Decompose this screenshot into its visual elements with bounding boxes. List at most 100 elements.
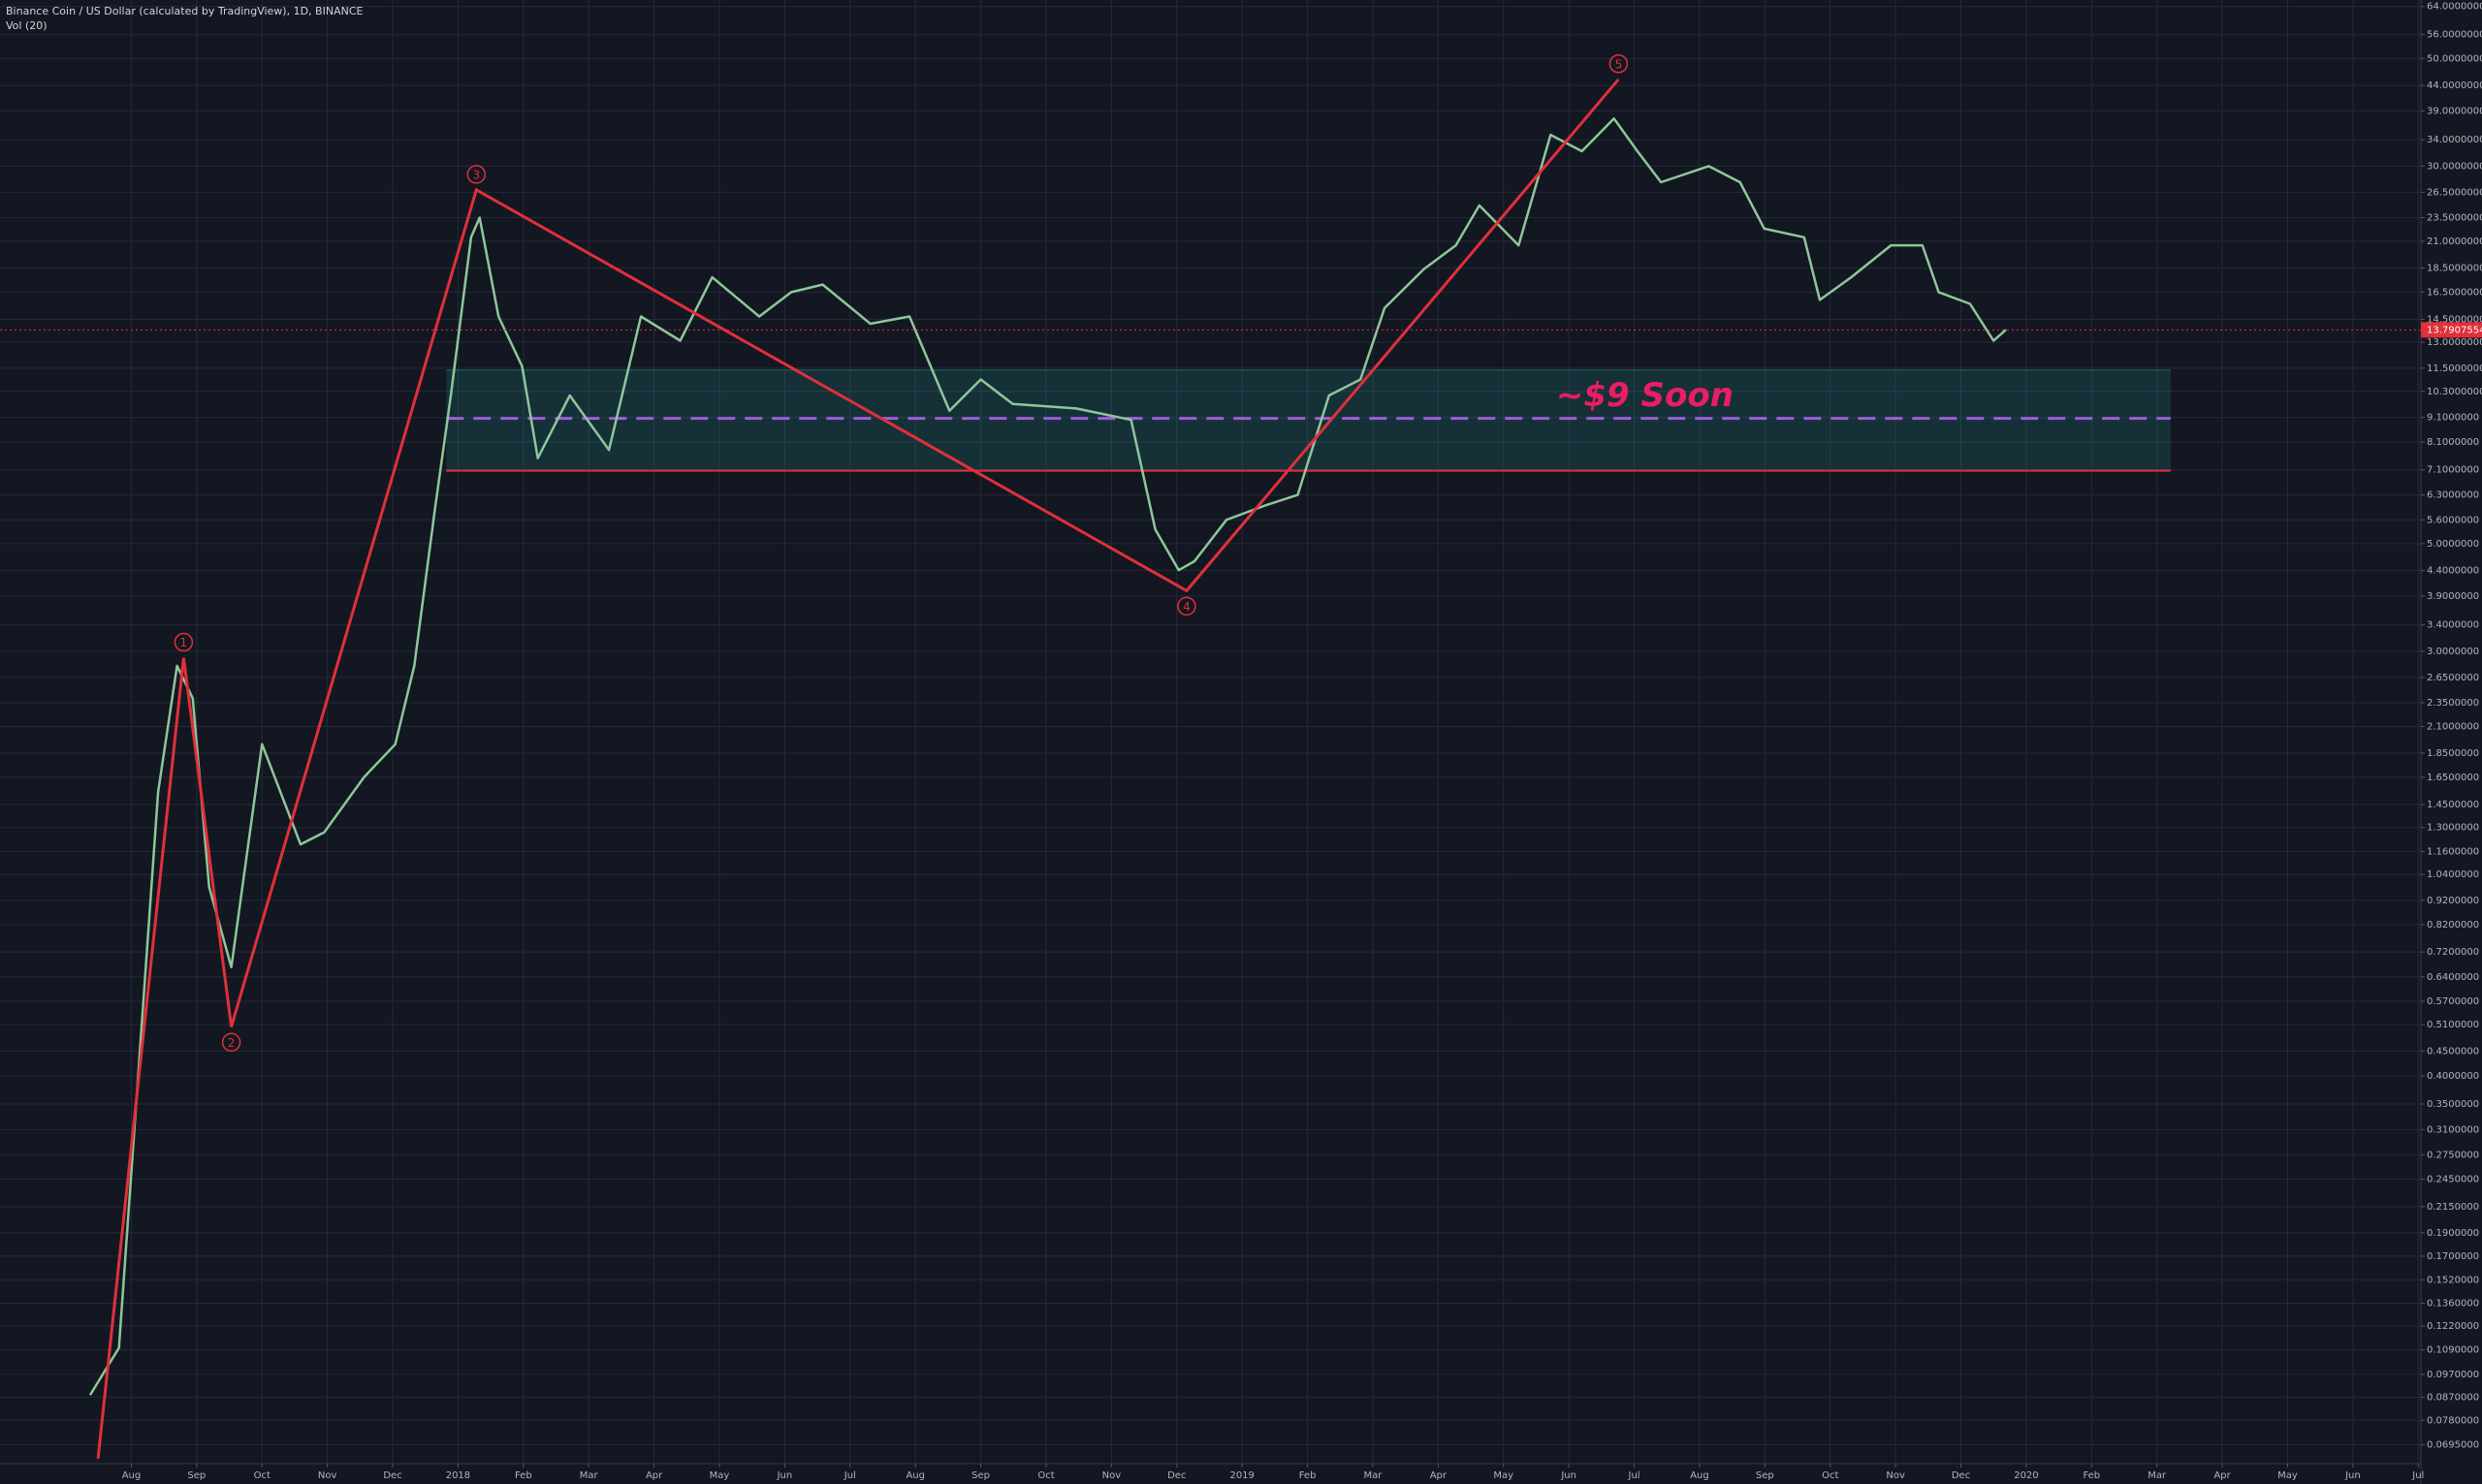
x-tick-label: Nov — [318, 1470, 337, 1481]
y-tick-label: 23.5000000 — [2427, 212, 2482, 223]
target-zone — [446, 369, 2171, 471]
x-tick-label: Sep — [1756, 1470, 1774, 1481]
y-tick-label: 8.1000000 — [2427, 437, 2479, 448]
y-tick-label: 56.0000000 — [2427, 30, 2482, 41]
y-tick-label: 13.0000000 — [2427, 337, 2482, 348]
y-tick-label: 4.4000000 — [2427, 566, 2479, 577]
y-tick-label: 0.8200000 — [2427, 920, 2479, 931]
x-tick-label: Aug — [906, 1470, 925, 1481]
y-tick-label: 11.5000000 — [2427, 363, 2482, 374]
y-tick-label: 0.2750000 — [2427, 1150, 2479, 1160]
wave-label: 1 — [180, 636, 188, 649]
wave-marker — [1608, 54, 1629, 74]
y-tick-label: 0.4500000 — [2427, 1046, 2479, 1057]
y-tick-label: 0.0780000 — [2427, 1415, 2479, 1426]
y-tick-label: 5.6000000 — [2427, 515, 2479, 525]
x-tick-label: Oct — [1037, 1470, 1054, 1481]
x-tick-label: Aug — [122, 1470, 142, 1481]
x-tick-label: May — [710, 1470, 730, 1481]
y-tick-label: 0.1360000 — [2427, 1298, 2479, 1309]
x-tick-label: 2018 — [446, 1470, 470, 1481]
zone-label: ~$9 Soon — [1556, 376, 1734, 415]
y-tick-label: 21.0000000 — [2427, 237, 2482, 247]
x-tick-label: Jun — [1560, 1470, 1576, 1481]
wave-line — [96, 78, 1620, 1460]
y-tick-label: 0.1090000 — [2427, 1345, 2479, 1356]
y-tick-label: 0.2450000 — [2427, 1174, 2479, 1184]
x-tick-label: May — [1493, 1470, 1513, 1481]
wave-marker — [1177, 596, 1196, 616]
x-tick-label: Jun — [777, 1470, 793, 1481]
y-tick-label: 0.1520000 — [2427, 1275, 2479, 1285]
y-tick-label: 44.0000000 — [2427, 80, 2482, 91]
x-tick-label: May — [2277, 1470, 2298, 1481]
y-tick-label: 26.5000000 — [2427, 187, 2482, 198]
x-tick-label: Sep — [187, 1470, 206, 1481]
y-tick-label: 0.3100000 — [2427, 1124, 2479, 1135]
y-tick-label: 3.0000000 — [2427, 647, 2479, 657]
y-tick-label: 50.0000000 — [2427, 53, 2482, 64]
chart-title: Binance Coin / US Dollar (calculated by … — [6, 5, 364, 17]
x-tick-label: Nov — [1102, 1470, 1122, 1481]
x-tick-label: Mar — [580, 1470, 599, 1481]
x-tick-label: Jun — [2344, 1470, 2361, 1481]
y-tick-label: 1.1600000 — [2427, 846, 2479, 857]
x-tick-label: Oct — [1822, 1470, 1838, 1481]
wave-label: 4 — [1183, 600, 1191, 614]
x-tick-label: Apr — [2213, 1470, 2231, 1481]
y-tick-label: 0.7200000 — [2427, 947, 2479, 958]
y-tick-label: 0.2150000 — [2427, 1202, 2479, 1213]
y-tick-label: 0.9200000 — [2427, 896, 2479, 906]
y-tick-label: 1.8500000 — [2427, 748, 2479, 759]
y-tick-label: 2.1000000 — [2427, 721, 2479, 732]
y-tick-label: 5.0000000 — [2427, 539, 2479, 550]
x-tick-label: Mar — [1364, 1470, 1384, 1481]
y-tick-label: 0.0970000 — [2427, 1370, 2479, 1380]
wave-marker — [221, 1032, 241, 1053]
y-tick-label: 0.4000000 — [2427, 1071, 2479, 1082]
x-tick-label: Jul — [1628, 1470, 1640, 1481]
y-tick-label: 0.1700000 — [2427, 1251, 2479, 1262]
y-tick-label: 6.3000000 — [2427, 490, 2479, 501]
x-tick-label: Nov — [1886, 1470, 1905, 1481]
y-tick-label: 3.9000000 — [2427, 591, 2479, 602]
x-tick-label: Feb — [1299, 1470, 1317, 1481]
y-tick-label: 1.0400000 — [2427, 869, 2479, 880]
wave-label: 5 — [1615, 57, 1623, 71]
last-price-label: 13.7907554 — [2427, 325, 2482, 335]
x-tick-label: Mar — [2148, 1470, 2167, 1481]
x-tick-label: Dec — [1952, 1470, 1970, 1481]
y-tick-label: 2.3500000 — [2427, 698, 2479, 709]
x-tick-label: Jul — [843, 1470, 856, 1481]
y-tick-label: 0.0695000 — [2427, 1439, 2479, 1450]
y-tick-label: 1.6500000 — [2427, 773, 2479, 783]
x-tick-label: Aug — [1690, 1470, 1709, 1481]
y-tick-label: 0.0870000 — [2427, 1393, 2479, 1404]
y-tick-label: 18.5000000 — [2427, 263, 2482, 273]
price-line — [88, 117, 2007, 1396]
y-tick-label: 7.1000000 — [2427, 465, 2479, 476]
x-tick-label: 2019 — [1229, 1470, 1254, 1481]
y-tick-label: 39.0000000 — [2427, 106, 2482, 116]
volume-label: Vol (20) — [6, 19, 48, 32]
y-tick-label: 64.0000000 — [2427, 2, 2482, 13]
y-tick-label: 0.1900000 — [2427, 1228, 2479, 1239]
x-tick-label: Apr — [646, 1470, 663, 1481]
y-tick-label: 0.5100000 — [2427, 1020, 2479, 1030]
wave-label: 3 — [472, 168, 480, 181]
x-tick-label: Oct — [254, 1470, 270, 1481]
y-tick-label: 0.3500000 — [2427, 1099, 2479, 1110]
y-tick-label: 3.4000000 — [2427, 620, 2479, 631]
y-tick-label: 34.0000000 — [2427, 135, 2482, 145]
plot: ~$9 Soon 1 2 3 4 5 — [0, 54, 2421, 1460]
x-tick-label: 2020 — [2014, 1470, 2038, 1481]
wave-label: 2 — [228, 1036, 236, 1050]
y-tick-label: 0.6400000 — [2427, 972, 2479, 983]
wave-marker — [174, 632, 194, 652]
x-tick-label: Dec — [383, 1470, 401, 1481]
x-tick-label: Apr — [1430, 1470, 1448, 1481]
x-tick-label: Sep — [971, 1470, 990, 1481]
y-tick-label: 0.5700000 — [2427, 996, 2479, 1007]
